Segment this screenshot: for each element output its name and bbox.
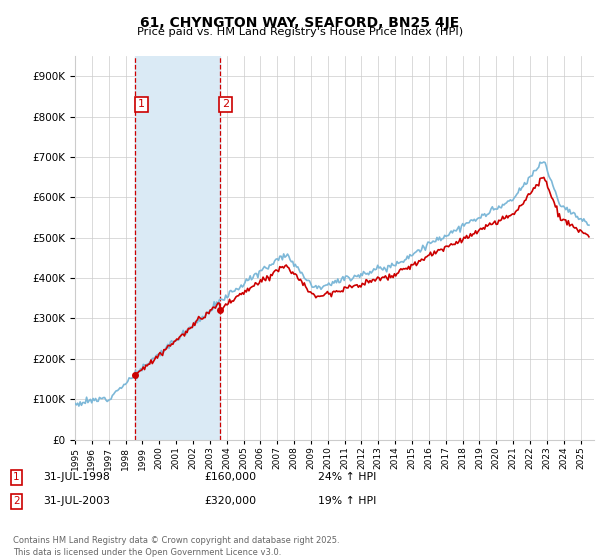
Text: 19% ↑ HPI: 19% ↑ HPI bbox=[318, 496, 376, 506]
Text: 24% ↑ HPI: 24% ↑ HPI bbox=[318, 472, 376, 482]
Text: 2: 2 bbox=[222, 100, 229, 109]
Text: 31-JUL-2003: 31-JUL-2003 bbox=[43, 496, 110, 506]
Text: 31-JUL-1998: 31-JUL-1998 bbox=[43, 472, 110, 482]
Text: 2: 2 bbox=[13, 496, 20, 506]
Text: £320,000: £320,000 bbox=[204, 496, 256, 506]
Text: 1: 1 bbox=[13, 472, 20, 482]
Text: Price paid vs. HM Land Registry's House Price Index (HPI): Price paid vs. HM Land Registry's House … bbox=[137, 27, 463, 37]
Bar bbox=[136, 56, 220, 440]
Text: 1: 1 bbox=[138, 100, 145, 109]
Text: £160,000: £160,000 bbox=[204, 472, 256, 482]
Text: 61, CHYNGTON WAY, SEAFORD, BN25 4JE: 61, CHYNGTON WAY, SEAFORD, BN25 4JE bbox=[140, 16, 460, 30]
Text: Contains HM Land Registry data © Crown copyright and database right 2025.
This d: Contains HM Land Registry data © Crown c… bbox=[13, 536, 340, 557]
